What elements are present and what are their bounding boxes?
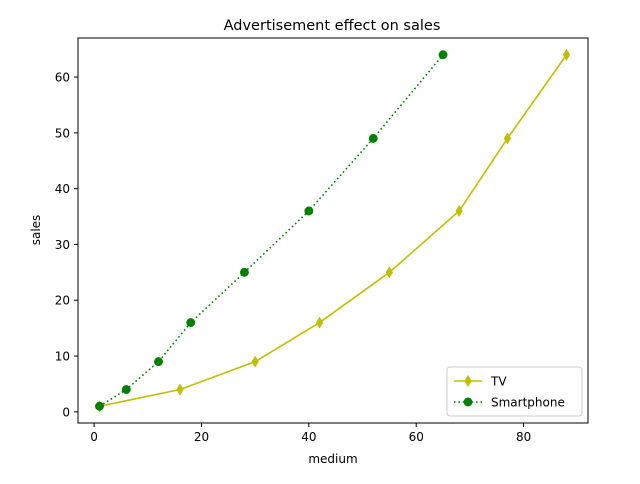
data-point-smartphone (438, 50, 448, 60)
legend-marker-smartphone (463, 397, 473, 407)
data-point-smartphone (368, 133, 378, 143)
data-point-smartphone (186, 318, 196, 328)
y-tick-label: 10 (55, 350, 70, 364)
data-point-smartphone (239, 267, 249, 277)
data-point-tv (385, 266, 394, 279)
x-tick-label: 40 (301, 430, 316, 444)
data-point-tv (315, 316, 324, 329)
data-point-tv (176, 383, 184, 396)
x-axis-label: medium (308, 452, 357, 466)
data-point-smartphone (121, 385, 131, 394)
y-tick-label: 60 (55, 71, 70, 85)
data-point-smartphone (95, 401, 104, 411)
y-tick-label: 50 (55, 126, 70, 140)
x-tick-label: 80 (516, 430, 531, 444)
x-tick-label: 20 (194, 430, 209, 444)
x-tick-label: 0 (90, 430, 98, 444)
y-axis-label: sales (29, 215, 43, 246)
axis-ticks: 0 20 40 60 80 0 10 20 30 40 50 60 (55, 71, 532, 444)
legend-marker-tv (464, 374, 472, 388)
data-point-tv (503, 132, 512, 145)
data-point-smartphone (154, 357, 163, 367)
axes-frame (77, 37, 589, 424)
x-tick-label: 60 (409, 430, 424, 444)
y-tick-label: 30 (55, 238, 70, 252)
y-tick-label: 20 (55, 294, 70, 308)
y-tick-label: 0 (62, 405, 70, 419)
plot-area (95, 48, 571, 413)
data-point-smartphone (304, 206, 314, 216)
legend-label-tv: TV (490, 375, 507, 389)
legend-label-smartphone: Smartphone (491, 396, 565, 410)
data-point-tv (455, 204, 463, 218)
data-point-tv (251, 355, 259, 368)
data-point-tv (562, 48, 571, 61)
chart-title: Advertisement effect on sales (224, 18, 441, 34)
legend: TV Smartphone (446, 366, 583, 417)
series-line-tv (99, 54, 568, 408)
y-tick-label: 40 (55, 182, 70, 196)
legend-box (446, 366, 583, 417)
